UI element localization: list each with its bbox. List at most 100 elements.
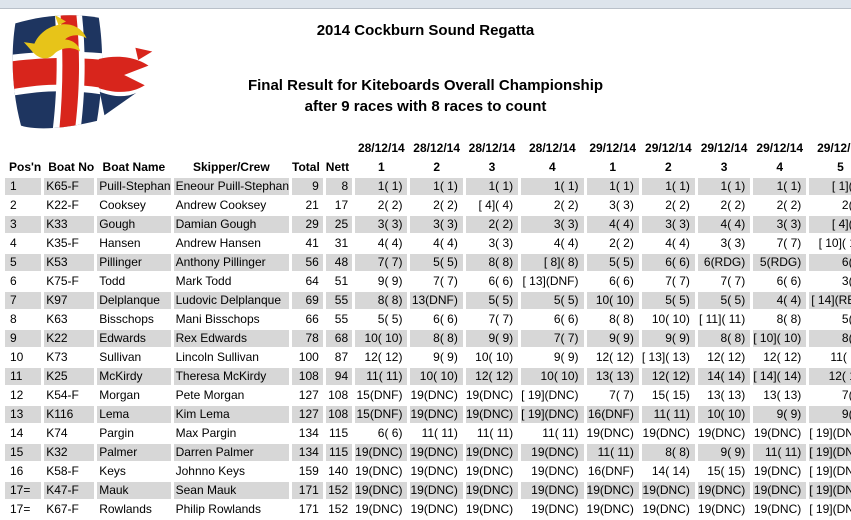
boat-name-cell: McKirdy — [97, 368, 171, 385]
date-header-spacer — [5, 140, 353, 157]
race-result-cell: 19(DNC) — [465, 406, 519, 423]
race-result-cell: 6( 6) — [809, 254, 851, 271]
posn-cell: 16 — [5, 463, 42, 480]
race-result-cell: 19(DNC) — [355, 463, 408, 480]
race-number-header: 4 — [521, 159, 584, 176]
race-result-cell: 5( 5) — [809, 311, 851, 328]
race-result-cell: 9( 9) — [697, 444, 751, 461]
race-number-header: 3 — [465, 159, 519, 176]
total-cell: 29 — [292, 216, 323, 233]
race-result-cell: 6( 6) — [465, 273, 519, 290]
race-result-cell: 3( 3) — [465, 235, 519, 252]
race-result-cell: 8( 8) — [697, 330, 751, 347]
nett-cell: 55 — [325, 292, 353, 309]
race-result-cell: 15(DNF) — [355, 387, 408, 404]
boat-name-cell: Hansen — [97, 235, 171, 252]
race-result-cell: 12( 12) — [641, 368, 695, 385]
race-result-cell: 11( 11) — [521, 425, 584, 442]
table-row: 4 K35-F Hansen Andrew Hansen 41 31 4( 4) 4( 4) 3… — [5, 235, 851, 252]
nett-cell: 55 — [325, 311, 353, 328]
total-cell: 134 — [292, 425, 323, 442]
nett-cell: 8 — [325, 178, 353, 195]
race-result-cell: 13( 13) — [697, 387, 751, 404]
posn-cell: 3 — [5, 216, 42, 233]
boat-no-cell: K74 — [44, 425, 95, 442]
skipper-cell: Mark Todd — [173, 273, 290, 290]
race-result-cell: 14( 14) — [641, 463, 695, 480]
table-row: 2 K22-F Cooksey Andrew Cooksey 21 17 2( 2) 2( 2… — [5, 197, 851, 214]
race-result-cell: 19(DNC) — [586, 425, 639, 442]
race-result-cell: 9( 9) — [521, 349, 584, 366]
total-cell: 127 — [292, 387, 323, 404]
race-result-cell: 2( 2) — [641, 197, 695, 214]
table-row: 17= K67-F Rowlands Philip Rowlands 171 152 19(… — [5, 501, 851, 518]
skipper-cell: Andrew Hansen — [173, 235, 290, 252]
race-date-header: 28/12/14 — [521, 140, 584, 157]
total-cell: 64 — [292, 273, 323, 290]
nett-cell: 25 — [325, 216, 353, 233]
race-result-cell: 13(DNF) — [410, 292, 463, 309]
race-result-cell: 19(DNC) — [465, 482, 519, 499]
race-result-cell: 7( 7) — [410, 273, 463, 290]
race-result-cell: 6( 6) — [410, 311, 463, 328]
boat-name-cell: Palmer — [97, 444, 171, 461]
boat-no-cell: K22-F — [44, 197, 95, 214]
race-result-cell: [ 11]( 11) — [697, 311, 751, 328]
posn-cell: 1 — [5, 178, 42, 195]
race-result-cell: 7( 7) — [586, 387, 639, 404]
race-result-cell: 19(DNC) — [410, 501, 463, 518]
boat-no-cell: K53 — [44, 254, 95, 271]
nett-cell: 108 — [325, 387, 353, 404]
race-result-cell: 2( 2) — [809, 197, 851, 214]
nett-cell: 68 — [325, 330, 353, 347]
browser-chrome-strip — [0, 0, 851, 9]
race-result-cell: 19(DNC) — [521, 444, 584, 461]
race-result-cell: 7( 7) — [753, 235, 807, 252]
boat-no-cell: K63 — [44, 311, 95, 328]
total-cell: 171 — [292, 482, 323, 499]
total-cell: 100 — [292, 349, 323, 366]
race-result-cell: 15( 15) — [641, 387, 695, 404]
race-result-cell: 15( 15) — [697, 463, 751, 480]
skipper-cell: Johnno Keys — [173, 463, 290, 480]
race-result-cell: 11( 11) — [410, 425, 463, 442]
nett-cell: 17 — [325, 197, 353, 214]
posn-cell: 10 — [5, 349, 42, 366]
race-result-cell: 19(DNC) — [410, 387, 463, 404]
race-result-cell: 5(RDG) — [753, 254, 807, 271]
nett-cell: 152 — [325, 482, 353, 499]
race-result-cell: [ 1]( 1) — [809, 178, 851, 195]
race-result-cell: 3( 3) — [355, 216, 408, 233]
total-cell: 159 — [292, 463, 323, 480]
nett-cell: 115 — [325, 425, 353, 442]
boat-name-cell: Mauk — [97, 482, 171, 499]
nett-cell: 115 — [325, 444, 353, 461]
nett-cell: 51 — [325, 273, 353, 290]
race-result-cell: [ 19](DNC) — [521, 387, 584, 404]
boat-no-cell: K116 — [44, 406, 95, 423]
boat-no-cell: K73 — [44, 349, 95, 366]
table-row: 1 K65-F Puill-Stephan Eneour Puill-Stephan 9… — [5, 178, 851, 195]
race-result-cell: 19(DNC) — [697, 501, 751, 518]
boat-name-cell: Delplanque — [97, 292, 171, 309]
race-date-header: 29/12/14 — [586, 140, 639, 157]
race-result-cell: 19(DNC) — [641, 425, 695, 442]
race-result-cell: 4( 4) — [586, 216, 639, 233]
total-header: Total — [292, 159, 323, 176]
nett-cell: 108 — [325, 406, 353, 423]
skipper-cell: Philip Rowlands — [173, 501, 290, 518]
club-flag-logo — [6, 10, 156, 138]
column-header-row: Pos'n Boat No Boat Name Skipper/Crew Tot… — [5, 159, 851, 176]
race-result-cell: 19(DNC) — [465, 444, 519, 461]
race-result-cell: 19(DNC) — [641, 482, 695, 499]
boat-no-cell: K35-F — [44, 235, 95, 252]
posn-cell: 2 — [5, 197, 42, 214]
skipper-cell: Theresa McKirdy — [173, 368, 290, 385]
table-row: 9 K22 Edwards Rex Edwards 78 68 10( 10) 8( 8) 9(… — [5, 330, 851, 347]
race-number-header: 2 — [410, 159, 463, 176]
boat-name-cell: Rowlands — [97, 501, 171, 518]
race-result-cell: 16(DNF) — [586, 406, 639, 423]
boat-name-cell: Pillinger — [97, 254, 171, 271]
race-result-cell: 19(DNC) — [521, 482, 584, 499]
